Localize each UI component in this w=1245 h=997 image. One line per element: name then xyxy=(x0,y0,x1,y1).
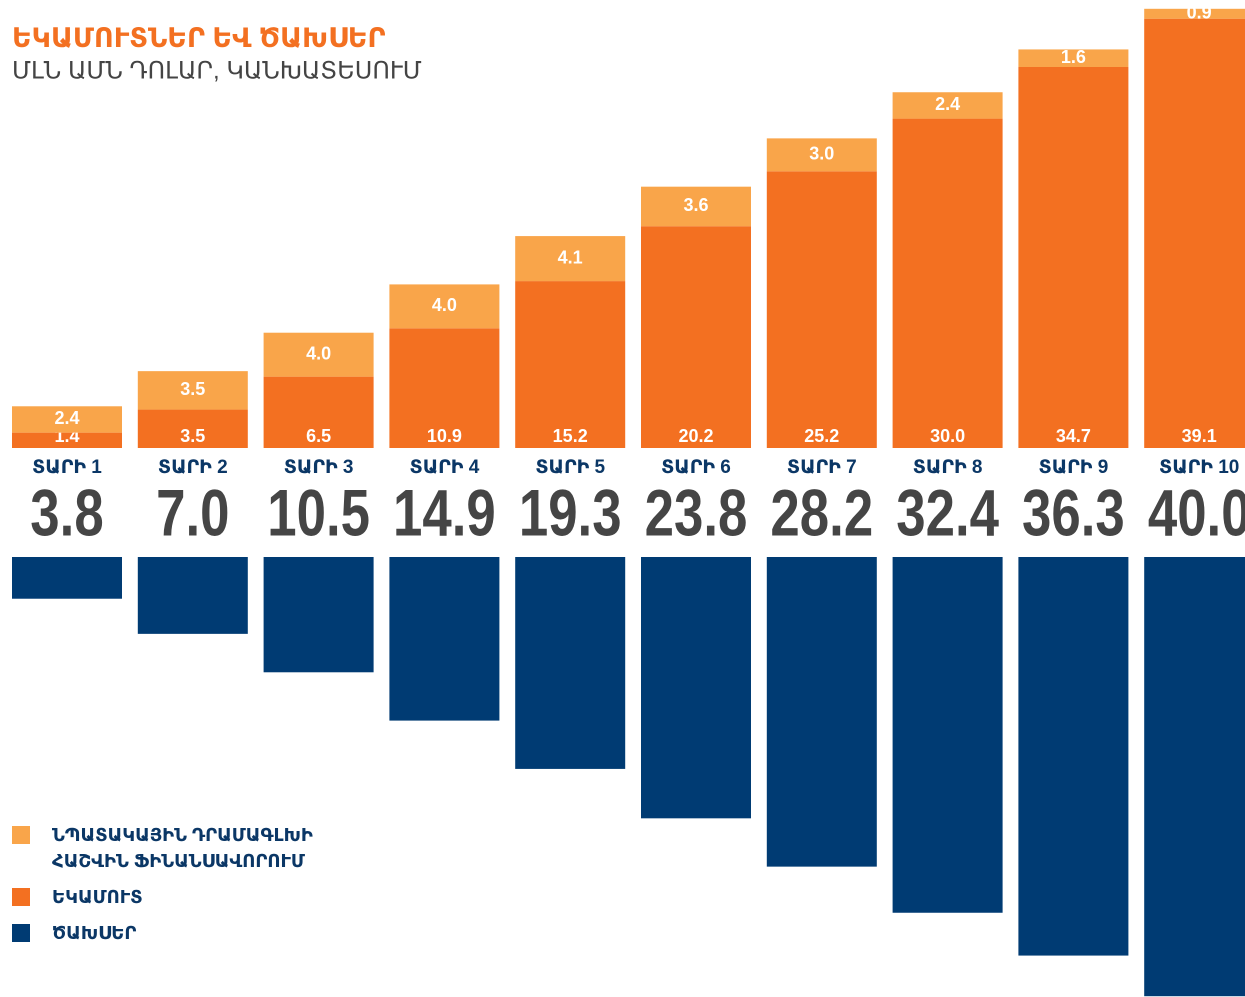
bar-segment xyxy=(892,118,1003,448)
bar-segment xyxy=(137,409,248,448)
x-tick-label: ՏԱՐԻ 1 xyxy=(32,457,102,478)
total-label: 7.0 xyxy=(156,476,229,550)
bar xyxy=(515,557,626,769)
data-label: 1.6 xyxy=(1061,47,1086,67)
legend: ՆՊԱՏԱԿԱՅԻՆ ԴՐԱՄԱԳԼԽԻ ՀԱՇՎԻՆ ՖԻՆԱՆՍԱՎՈՐՈՒ… xyxy=(12,822,432,956)
data-label: 39.1 xyxy=(1182,426,1217,446)
total-label: 32.4 xyxy=(896,476,999,550)
total-label: 36.3 xyxy=(1022,476,1125,550)
x-tick-label: ՏԱՐԻ 5 xyxy=(535,457,605,478)
legend-item: ԵԿԱՄՈՒՏ xyxy=(12,884,432,910)
total-label: 14.9 xyxy=(393,476,496,550)
legend-item: ԾԱԽՍԵՐ xyxy=(12,920,432,946)
data-label: 25.2 xyxy=(804,426,839,446)
chart-title: ԵԿԱՄՈՒՏՆԵՐ ԵՎ ԾԱԽՍԵՐ xyxy=(12,23,386,53)
bar-segment xyxy=(641,226,751,448)
bar-segment xyxy=(1144,8,1245,19)
bar xyxy=(766,557,877,867)
total-label: 3.8 xyxy=(30,476,103,550)
bar-segment xyxy=(1144,18,1245,448)
bar-segment xyxy=(1018,66,1129,448)
data-label: 20.2 xyxy=(678,426,713,446)
bar-segment xyxy=(389,328,500,448)
x-tick-label: ՏԱՐԻ 7 xyxy=(787,457,857,478)
bar xyxy=(892,557,1003,913)
data-label: 3.5 xyxy=(180,379,205,399)
bar-segment xyxy=(263,376,374,448)
total-label: 10.5 xyxy=(267,476,370,550)
data-label: 3.0 xyxy=(809,144,834,164)
data-label: 4.0 xyxy=(306,343,331,363)
bar xyxy=(12,557,122,599)
legend-label: ԵԿԱՄՈՒՏ xyxy=(52,887,143,907)
bar xyxy=(1144,557,1245,997)
data-label: 4.1 xyxy=(558,247,583,267)
data-label: 2.4 xyxy=(54,408,79,428)
legend-swatch xyxy=(12,888,30,906)
legend-label: ԾԱԽՍԵՐ xyxy=(52,923,137,943)
bar-segment xyxy=(515,236,626,282)
bar-segment xyxy=(137,371,248,410)
bar-segment xyxy=(12,406,122,433)
bar-segment xyxy=(766,138,877,172)
bar xyxy=(1018,557,1129,956)
bar-segment xyxy=(389,284,500,329)
x-tick-label: ՏԱՐԻ 8 xyxy=(913,457,983,478)
legend-item: ՆՊԱՏԱԿԱՅԻՆ ԴՐԱՄԱԳԼԽԻ ՀԱՇՎԻՆ ՖԻՆԱՆՍԱՎՈՐՈՒ… xyxy=(12,822,432,874)
total-label: 23.8 xyxy=(645,476,748,550)
bar xyxy=(263,557,374,673)
legend-swatch xyxy=(12,924,30,942)
x-tick-label: ՏԱՐԻ 10 xyxy=(1159,457,1239,478)
total-label: 28.2 xyxy=(770,476,873,550)
bar-segment xyxy=(641,186,751,227)
x-tick-label: ՏԱՐԻ 9 xyxy=(1039,457,1109,478)
x-tick-label: ՏԱՐԻ 4 xyxy=(410,457,480,478)
bar-segment xyxy=(12,432,122,448)
data-label: 15.2 xyxy=(553,426,588,446)
x-tick-label: ՏԱՐԻ 3 xyxy=(284,457,354,478)
bar-segment xyxy=(1018,49,1129,67)
data-label: 10.9 xyxy=(427,426,462,446)
bar-segment xyxy=(263,332,374,377)
bar-segment xyxy=(515,281,626,448)
chart-subtitle: ՄԼՆ ԱՄՆ ԴՈԼԱՐ, ԿԱՆԽԱՏԵՍՈՒՄ xyxy=(12,57,422,84)
data-label: 0.9 xyxy=(1187,2,1212,22)
data-label: 3.5 xyxy=(180,426,205,446)
x-tick-label: ՏԱՐԻ 6 xyxy=(661,457,731,478)
data-label: 34.7 xyxy=(1056,426,1091,446)
x-tick-label: ՏԱՐԻ 2 xyxy=(158,457,228,478)
bar xyxy=(137,557,248,634)
legend-swatch xyxy=(12,826,30,844)
data-label: 4.0 xyxy=(432,295,457,315)
bar xyxy=(641,557,751,819)
bar-segment xyxy=(766,171,877,448)
total-label: 40.0 xyxy=(1148,476,1245,550)
bar-segment xyxy=(892,92,1003,119)
data-label: 3.6 xyxy=(683,195,708,215)
legend-label: ՆՊԱՏԱԿԱՅԻՆ ԴՐԱՄԱԳԼԽԻ ՀԱՇՎԻՆ ՖԻՆԱՆՍԱՎՈՐՈՒ… xyxy=(52,825,313,871)
bar xyxy=(389,557,500,721)
data-label: 6.5 xyxy=(306,426,331,446)
data-label: 30.0 xyxy=(930,426,965,446)
data-label: 2.4 xyxy=(935,94,960,114)
total-label: 19.3 xyxy=(519,476,622,550)
